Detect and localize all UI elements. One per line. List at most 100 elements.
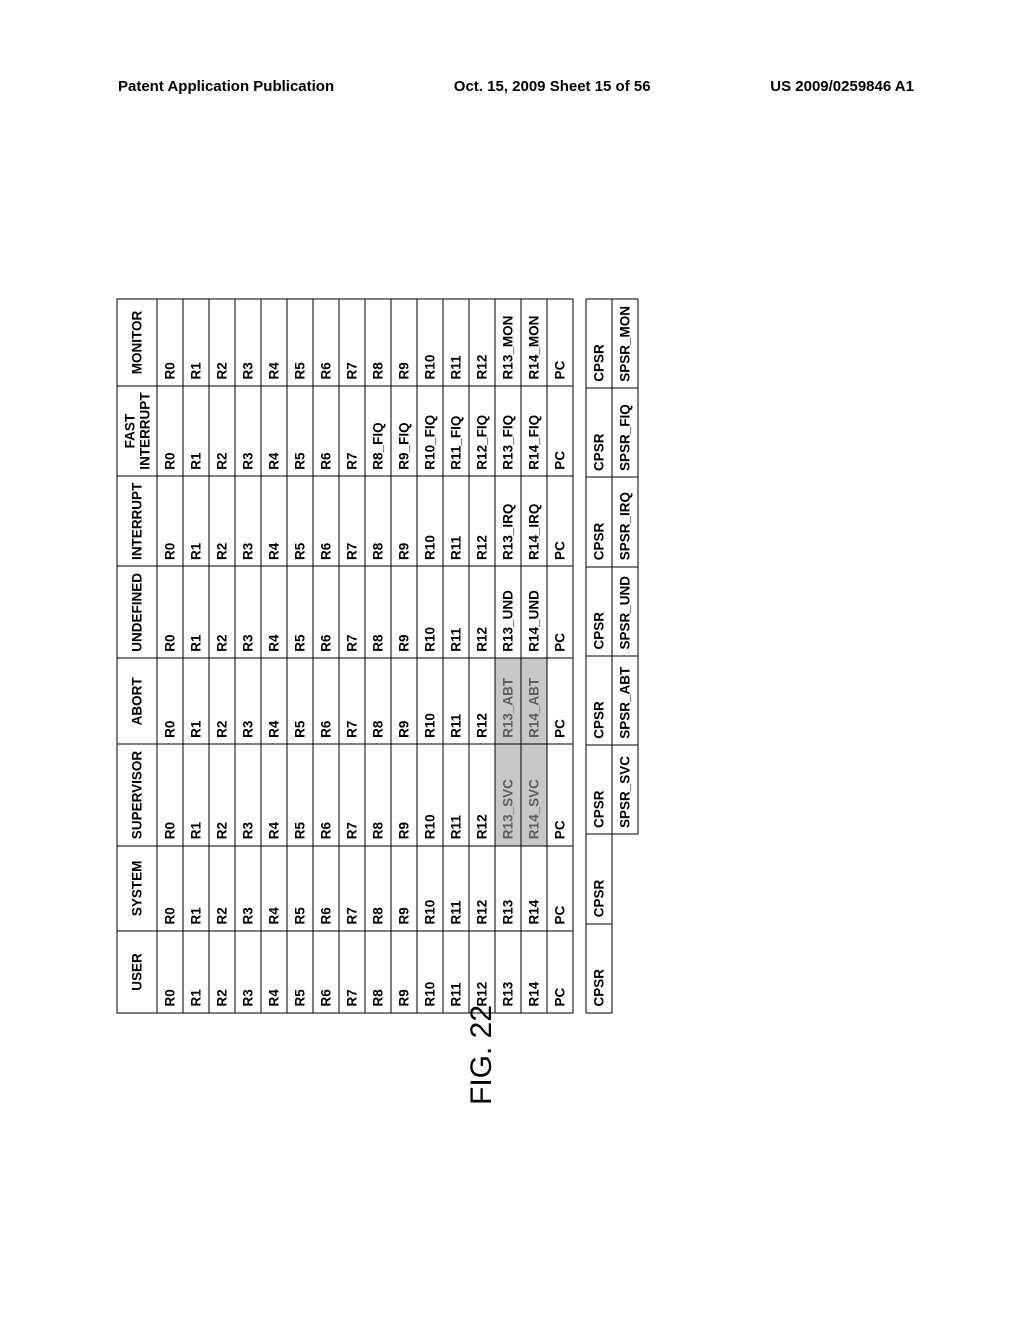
table-cell: R7	[339, 386, 365, 476]
table-cell: CPSR	[586, 388, 612, 477]
table-row: R3R3R3R3R3R3R3R3	[235, 299, 261, 1013]
table-cell: R7	[339, 476, 365, 566]
table-cell: CPSR	[586, 835, 612, 924]
table-cell: R4	[261, 931, 287, 1013]
table-cell: R14_MON	[521, 299, 547, 386]
table-cell: R2	[209, 846, 235, 931]
table-cell: R11	[443, 931, 469, 1013]
table-row: R10R10R10R10R10R10R10_FIQR10	[417, 299, 443, 1013]
table-cell: R6	[313, 658, 339, 744]
header-center: Oct. 15, 2009 Sheet 15 of 56	[454, 78, 651, 95]
table-cell: R3	[235, 566, 261, 658]
table-cell: R12_FIQ	[469, 386, 495, 476]
col-header: MONITOR	[117, 299, 157, 386]
table-row: R0R0R0R0R0R0R0R0	[157, 299, 183, 1013]
table-cell: R1	[183, 476, 209, 566]
table-cell: PC	[547, 476, 573, 566]
table-cell: R9_FIQ	[391, 386, 417, 476]
table-row: R14R14R14_SVCR14_ABTR14_UNDR14_IRQR14_FI…	[521, 299, 547, 1013]
table-row: R6R6R6R6R6R6R6R6	[313, 299, 339, 1013]
table-cell: R3	[235, 744, 261, 845]
table-cell: R13	[495, 931, 521, 1013]
table-cell: PC	[547, 386, 573, 476]
table-cell: R8	[365, 846, 391, 931]
table-row: R2R2R2R2R2R2R2R2	[209, 299, 235, 1013]
table-cell	[612, 924, 638, 1013]
table-cell: R10	[417, 476, 443, 566]
table-cell: R0	[157, 386, 183, 476]
register-table-diagram: USER SYSTEM SUPERVISOR ABORT UNDEFINED I…	[117, 299, 909, 1014]
col-header: FAST INTERRUPT	[117, 386, 157, 476]
table-cell: R5	[287, 299, 313, 386]
table-cell: R3	[235, 386, 261, 476]
table-cell: R11	[443, 476, 469, 566]
table-cell: R4	[261, 846, 287, 931]
table-cell: R13_MON	[495, 299, 521, 386]
table-cell: R9	[391, 566, 417, 658]
table-row: R1R1R1R1R1R1R1R1	[183, 299, 209, 1013]
table-row: R9R9R9R9R9R9R9_FIQR9	[391, 299, 417, 1013]
col-header: INTERRUPT	[117, 476, 157, 566]
col-header: UNDEFINED	[117, 566, 157, 658]
table-cell: R13_UND	[495, 566, 521, 658]
table-cell: SPSR_ABT	[612, 656, 638, 745]
table-cell: SPSR_IRQ	[612, 478, 638, 567]
table-cell: R12	[469, 476, 495, 566]
table-row: R7R7R7R7R7R7R7R7	[339, 299, 365, 1013]
table-cell: R9	[391, 476, 417, 566]
table-cell: CPSR	[586, 478, 612, 567]
col-header: USER	[117, 931, 157, 1013]
table-cell: R2	[209, 931, 235, 1013]
table-cell: R2	[209, 744, 235, 845]
table-cell: R8	[365, 744, 391, 845]
col-header: SYSTEM	[117, 846, 157, 931]
table-cell: R8	[365, 658, 391, 744]
table-cell: R7	[339, 566, 365, 658]
registers-table: USER SYSTEM SUPERVISOR ABORT UNDEFINED I…	[117, 299, 574, 1014]
figure-caption: FIG. 22	[465, 1005, 499, 1105]
table-cell: R9	[391, 846, 417, 931]
table-cell: R10	[417, 931, 443, 1013]
table-cell: R5	[287, 476, 313, 566]
table-cell: SPSR_MON	[612, 299, 638, 388]
table-cell: R12	[469, 846, 495, 931]
table-cell: R0	[157, 658, 183, 744]
table-row: R11R11R11R11R11R11R11_FIQR11	[443, 299, 469, 1013]
table-cell: R5	[287, 566, 313, 658]
table-cell: PC	[547, 846, 573, 931]
table-cell: R11_FIQ	[443, 386, 469, 476]
table-cell: R5	[287, 744, 313, 845]
table-cell: R4	[261, 299, 287, 386]
table-cell: R14_SVC	[521, 744, 547, 845]
table-cell: R14	[521, 931, 547, 1013]
col-header: ABORT	[117, 658, 157, 744]
table-cell: R2	[209, 299, 235, 386]
table-row: SPSR_SVCSPSR_ABTSPSR_UNDSPSR_IRQSPSR_FIQ…	[612, 299, 638, 1013]
table-cell: R2	[209, 386, 235, 476]
table-cell: R6	[313, 386, 339, 476]
table-cell: CPSR	[586, 745, 612, 834]
table-cell: R4	[261, 744, 287, 845]
table-cell: R11	[443, 744, 469, 845]
table-cell: R12	[469, 299, 495, 386]
table-cell: R8_FIQ	[365, 386, 391, 476]
table-row: R13R13R13_SVCR13_ABTR13_UNDR13_IRQR13_FI…	[495, 299, 521, 1013]
table-cell: R14_ABT	[521, 658, 547, 744]
table-cell: R7	[339, 846, 365, 931]
table-cell: PC	[547, 658, 573, 744]
table-cell: R8	[365, 476, 391, 566]
table-cell: R7	[339, 931, 365, 1013]
table-cell: R10	[417, 658, 443, 744]
table-cell: R13	[495, 846, 521, 931]
table-cell: SPSR_FIQ	[612, 388, 638, 477]
table-cell: R3	[235, 299, 261, 386]
table-cell: R13_SVC	[495, 744, 521, 845]
table-cell: R0	[157, 299, 183, 386]
table-cell: R6	[313, 476, 339, 566]
page-header: Patent Application Publication Oct. 15, …	[0, 78, 1024, 95]
table-cell: R11	[443, 299, 469, 386]
table-cell: R6	[313, 299, 339, 386]
table-cell: R3	[235, 846, 261, 931]
table-cell: R5	[287, 386, 313, 476]
table-cell: R13_IRQ	[495, 476, 521, 566]
